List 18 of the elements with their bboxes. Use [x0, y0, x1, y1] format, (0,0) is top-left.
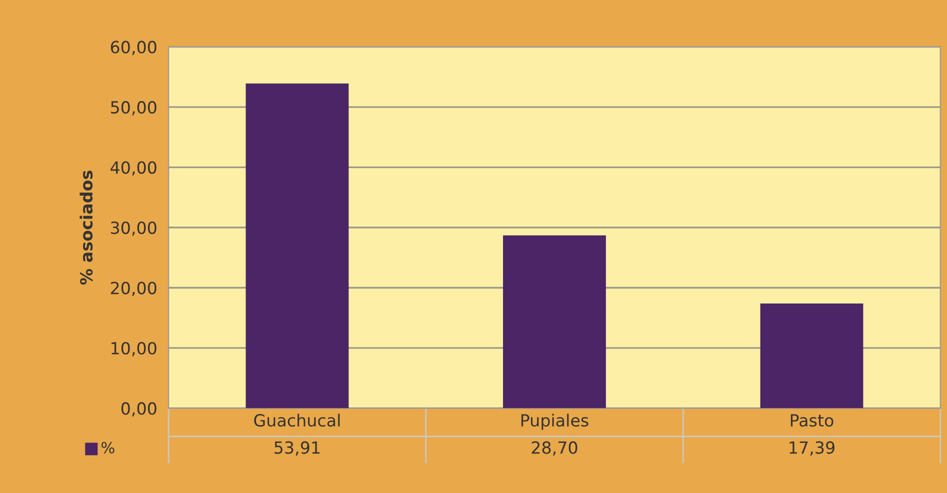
bar: [760, 303, 864, 408]
legend-label: %: [101, 442, 114, 454]
y-axis-title: % asociados: [80, 170, 93, 285]
x-tick-label: Pupiales: [521, 414, 588, 430]
y-tick-label: 60,00: [110, 40, 156, 56]
y-tick-label: 30,00: [111, 221, 156, 236]
data-label: 17,39: [790, 441, 834, 456]
bar: [246, 84, 349, 408]
y-tick-label: 40,00: [110, 161, 156, 176]
data-label: 28,70: [532, 441, 578, 456]
data-label: 53,91: [274, 441, 320, 456]
x-tick-label: Pasto: [790, 414, 834, 427]
y-tick-label: 20,00: [110, 282, 156, 296]
bar: [503, 235, 606, 408]
y-tick-label: 50,00: [111, 101, 156, 116]
y-tick-label: 10,00: [112, 342, 156, 356]
x-tick-label: Guachucal: [254, 414, 340, 427]
y-tick-label: 0,00: [121, 402, 156, 416]
